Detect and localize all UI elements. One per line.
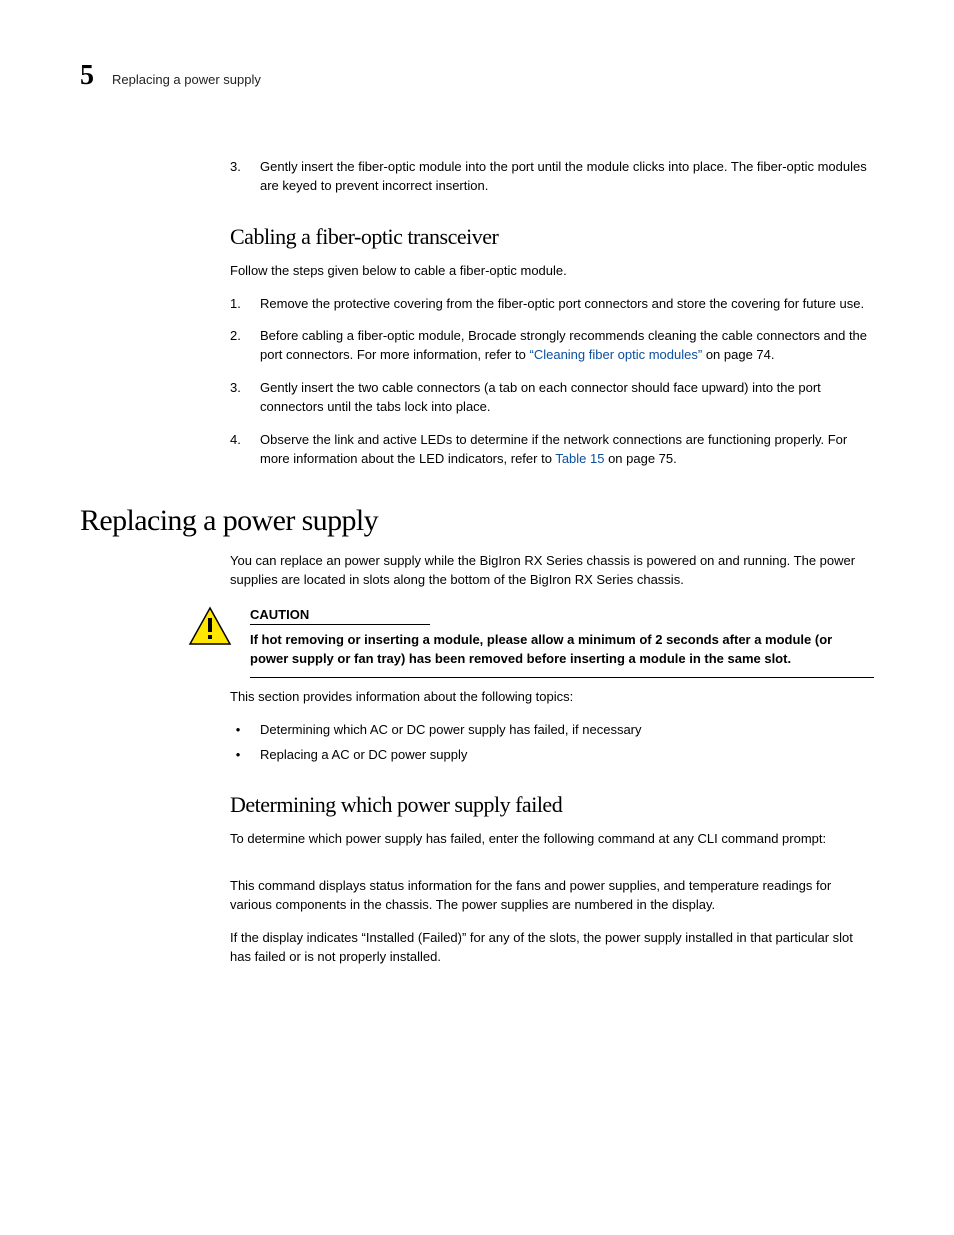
list-number: 2. [230, 327, 246, 365]
section-cabling: Cabling a fiber-optic transceiver Follow… [230, 224, 874, 469]
text-segment: on page 75. [604, 451, 676, 466]
chapter-number: 5 [80, 60, 94, 92]
caution-icon [188, 606, 232, 678]
list-item: • Determining which AC or DC power suppl… [230, 721, 874, 740]
list-text: Gently insert the fiber-optic module int… [260, 158, 874, 196]
section-replacing-topics: This section provides information about … [230, 688, 874, 765]
bullet-icon: • [230, 721, 246, 740]
top-list-continuation: 3. Gently insert the fiber-optic module … [230, 158, 874, 196]
list-number: 3. [230, 158, 246, 196]
numbered-list: 1. Remove the protective covering from t… [230, 295, 874, 469]
section-heading: Cabling a fiber-optic transceiver [230, 224, 874, 250]
section-heading: Determining which power supply failed [230, 792, 874, 818]
section-replacing-body: You can replace an power supply while th… [230, 552, 874, 590]
caution-body: If hot removing or inserting a module, p… [250, 631, 874, 678]
section-intro: You can replace an power supply while th… [230, 552, 874, 590]
xref-link[interactable]: Table 15 [555, 451, 604, 466]
caution-label: CAUTION [250, 607, 430, 625]
text-segment: Observe the link and active LEDs to dete… [260, 432, 847, 466]
list-item: • Replacing a AC or DC power supply [230, 746, 874, 765]
numbered-list: 3. Gently insert the fiber-optic module … [230, 158, 874, 196]
list-number: 3. [230, 379, 246, 417]
xref-link[interactable]: “Cleaning fiber optic modules” [530, 347, 703, 362]
list-number: 1. [230, 295, 246, 314]
list-item: 3. Gently insert the two cable connector… [230, 379, 874, 417]
caution-block: CAUTION If hot removing or inserting a m… [188, 606, 874, 678]
page-header: 5 Replacing a power supply [80, 60, 874, 92]
chapter-title: Replacing a power supply [112, 72, 261, 87]
caution-text: CAUTION If hot removing or inserting a m… [250, 606, 874, 678]
section-determining: Determining which power supply failed To… [230, 792, 874, 966]
list-text: Remove the protective covering from the … [260, 295, 874, 314]
list-item: 3. Gently insert the fiber-optic module … [230, 158, 874, 196]
list-text: Gently insert the two cable connectors (… [260, 379, 874, 417]
paragraph: To determine which power supply has fail… [230, 830, 874, 849]
bullet-icon: • [230, 746, 246, 765]
paragraph: If the display indicates “Installed (Fai… [230, 929, 874, 967]
list-number: 4. [230, 431, 246, 469]
text-segment: on page 74. [702, 347, 774, 362]
list-item: 1. Remove the protective covering from t… [230, 295, 874, 314]
section-intro: Follow the steps given below to cable a … [230, 262, 874, 281]
list-text: Observe the link and active LEDs to dete… [260, 431, 874, 469]
topics-intro: This section provides information about … [230, 688, 874, 707]
list-text: Before cabling a fiber-optic module, Bro… [260, 327, 874, 365]
list-text: Determining which AC or DC power supply … [260, 721, 642, 740]
list-text: Replacing a AC or DC power supply [260, 746, 467, 765]
bullet-list: • Determining which AC or DC power suppl… [230, 721, 874, 765]
main-heading: Replacing a power supply [80, 504, 874, 538]
list-item: 2. Before cabling a fiber-optic module, … [230, 327, 874, 365]
paragraph: This command displays status information… [230, 877, 874, 915]
list-item: 4. Observe the link and active LEDs to d… [230, 431, 874, 469]
